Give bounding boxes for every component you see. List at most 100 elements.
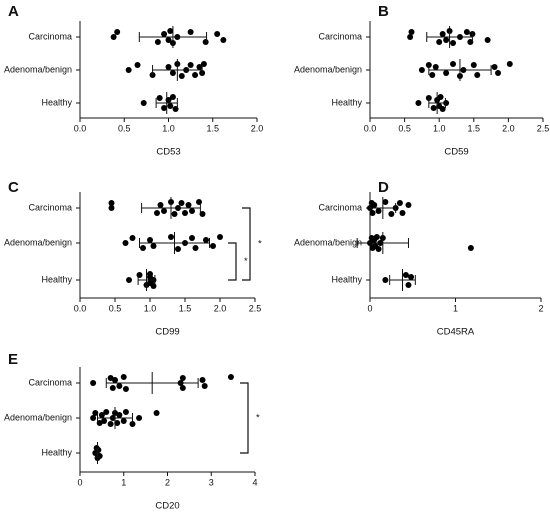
data-point	[167, 28, 174, 34]
data-point	[467, 245, 474, 251]
data-point	[179, 375, 186, 381]
data-point	[382, 277, 389, 283]
data-point	[140, 245, 146, 251]
data-point	[154, 210, 160, 216]
data-point	[439, 106, 446, 112]
x-tick-label: 2.0	[251, 123, 264, 133]
data-point	[161, 105, 168, 111]
data-point	[443, 37, 450, 43]
data-point	[120, 418, 127, 424]
data-point	[114, 420, 121, 426]
x-axis-label: CD59	[444, 147, 468, 158]
data-point	[122, 240, 129, 246]
data-point	[199, 211, 206, 217]
data-point	[187, 29, 194, 35]
x-tick-label: 0.0	[364, 123, 377, 133]
data-point	[463, 29, 470, 35]
data-point	[375, 208, 382, 214]
data-point	[491, 64, 498, 70]
data-point	[156, 95, 163, 101]
x-tick-label: 1.5	[179, 303, 192, 313]
data-point	[443, 70, 450, 76]
data-point	[116, 383, 123, 389]
data-point	[187, 62, 194, 68]
y-tick-label: Healthy	[41, 274, 72, 284]
data-point	[161, 31, 168, 37]
y-tick-label: Carcinoma	[28, 377, 72, 387]
data-point	[388, 211, 395, 217]
data-point	[182, 210, 188, 216]
data-point	[112, 377, 118, 383]
data-point	[429, 72, 436, 78]
x-axis-label: CD45RA	[437, 327, 475, 338]
data-point	[110, 34, 117, 40]
panel-letter: C	[8, 179, 19, 196]
data-point	[90, 415, 97, 421]
x-tick-label: 0.0	[74, 123, 87, 133]
data-point	[382, 199, 389, 205]
x-tick-label: 1	[121, 477, 126, 487]
data-point	[147, 271, 153, 277]
data-point	[171, 211, 178, 217]
x-tick-label: 1	[453, 303, 458, 313]
significance-label: *	[244, 256, 248, 267]
x-tick-label: 0	[367, 303, 372, 313]
data-point	[90, 380, 97, 386]
x-tick-label: 2.5	[249, 303, 262, 313]
data-point	[415, 100, 422, 106]
data-point	[98, 412, 105, 418]
data-point	[407, 34, 414, 40]
x-tick-label: 1.0	[162, 123, 175, 133]
data-point	[109, 385, 116, 391]
data-point	[375, 246, 382, 252]
data-point	[175, 246, 181, 252]
data-point	[169, 94, 176, 100]
data-point	[199, 377, 206, 383]
x-tick-label: 0	[77, 477, 82, 487]
data-point	[408, 274, 415, 280]
x-tick-label: 1.0	[144, 303, 157, 313]
data-point	[140, 100, 147, 106]
x-tick-label: 1.5	[206, 123, 219, 133]
data-point	[196, 199, 202, 205]
data-point	[122, 386, 129, 392]
data-point	[214, 31, 221, 37]
data-point	[202, 39, 209, 45]
y-tick-label: Healthy	[41, 97, 72, 107]
data-point	[484, 37, 491, 43]
x-tick-label: 4	[252, 477, 257, 487]
y-tick-label: Carcinoma	[318, 202, 362, 212]
data-point	[154, 39, 161, 45]
data-point	[150, 243, 157, 249]
data-point	[405, 282, 412, 288]
data-point	[169, 70, 176, 76]
data-point	[470, 62, 477, 68]
panel-letter: D	[378, 179, 389, 196]
data-point	[153, 410, 160, 416]
data-point	[430, 105, 437, 111]
data-point	[92, 410, 99, 416]
data-point	[203, 237, 209, 243]
y-tick-label: Healthy	[331, 97, 362, 107]
x-tick-label: 2.5	[537, 123, 550, 133]
y-tick-label: Carcinoma	[318, 31, 362, 41]
data-point	[450, 61, 457, 67]
x-tick-label: 3	[209, 477, 214, 487]
y-tick-label: Adenoma/benign	[4, 412, 72, 422]
x-tick-label: 0.5	[118, 123, 131, 133]
data-point	[150, 283, 157, 289]
x-tick-label: 2.0	[214, 303, 227, 313]
significance-label: *	[258, 239, 262, 250]
data-point	[189, 208, 195, 214]
data-point	[432, 64, 439, 70]
data-point	[168, 234, 174, 240]
data-point	[178, 73, 185, 79]
data-point	[437, 94, 444, 100]
panel-letter: A	[8, 3, 19, 20]
data-point	[369, 210, 376, 216]
data-point	[157, 202, 164, 208]
data-point	[103, 409, 110, 415]
data-point	[165, 64, 172, 70]
data-point	[108, 200, 115, 206]
data-point	[122, 409, 129, 415]
